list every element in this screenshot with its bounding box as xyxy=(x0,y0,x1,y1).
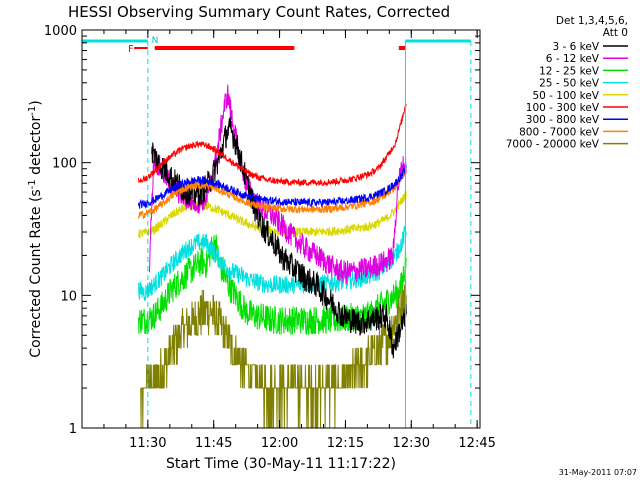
y-axis-label-sup-b: -1 xyxy=(27,106,38,116)
y-tick-label-2: 100 xyxy=(52,157,77,172)
y-tick-label-3: 1000 xyxy=(44,24,77,39)
x-tick-label-2: 12:00 xyxy=(261,436,298,451)
legend-label-6: 300 - 800 keV xyxy=(526,114,600,126)
plot-frame xyxy=(81,29,481,429)
legend-label-8: 7000 - 20000 keV xyxy=(506,139,600,151)
y-tick-label-1: 10 xyxy=(60,289,77,304)
y-axis-label-c: ) xyxy=(28,100,44,105)
series-line-7 xyxy=(138,168,407,220)
flag-label-n: N xyxy=(152,36,159,46)
y-axis: 1 10 100 1000 xyxy=(44,24,480,437)
legend-header-1: Att 0 xyxy=(603,27,628,39)
footer-date: 31-May-2011 07:07 xyxy=(559,468,637,477)
series-line-0 xyxy=(151,116,407,359)
series-layer xyxy=(138,84,407,429)
y-axis-label-b: detector xyxy=(28,116,44,180)
legend-label-7: 800 - 7000 keV xyxy=(519,126,600,138)
y-tick-label-0: 1 xyxy=(69,422,77,437)
x-axis-label: Start Time (30-May-11 11:17:22) xyxy=(166,456,396,472)
overlay-layer: FN xyxy=(82,36,472,428)
legend-label-0: 3 - 6 keV xyxy=(552,41,599,53)
x-tick-label-0: 11:30 xyxy=(129,436,166,451)
legend-label-5: 100 - 300 keV xyxy=(526,102,600,114)
legend-label-2: 12 - 25 keV xyxy=(539,65,600,77)
legend-label-4: 50 - 100 keV xyxy=(532,90,599,102)
series-line-1 xyxy=(148,84,407,284)
x-axis: 11:30 11:45 12:00 12:15 12:30 12:45 xyxy=(81,30,496,451)
series-line-6 xyxy=(138,164,407,210)
series-line-4 xyxy=(138,191,407,239)
chart-title: HESSI Observing Summary Count Rates, Cor… xyxy=(68,3,450,21)
y-axis-label-a: Corrected Count Rate (s xyxy=(28,189,44,357)
x-tick-label-3: 12:15 xyxy=(327,436,364,451)
legend-label-3: 25 - 50 keV xyxy=(539,78,600,90)
legend-header-0: Det 1,3,4,5,6, xyxy=(556,15,628,27)
series-line-5 xyxy=(138,103,407,188)
x-tick-label-4: 12:30 xyxy=(393,436,430,451)
legend-label-1: 6 - 12 keV xyxy=(546,53,600,65)
y-axis-label-sup-a: -1 xyxy=(27,179,38,189)
flag-label-f: F xyxy=(128,44,134,55)
y-axis-label: Corrected Count Rate (s-1 detector-1) xyxy=(27,100,44,357)
series-line-2 xyxy=(138,234,407,336)
x-tick-label-5: 12:45 xyxy=(458,436,495,451)
x-tick-label-1: 11:45 xyxy=(195,436,232,451)
